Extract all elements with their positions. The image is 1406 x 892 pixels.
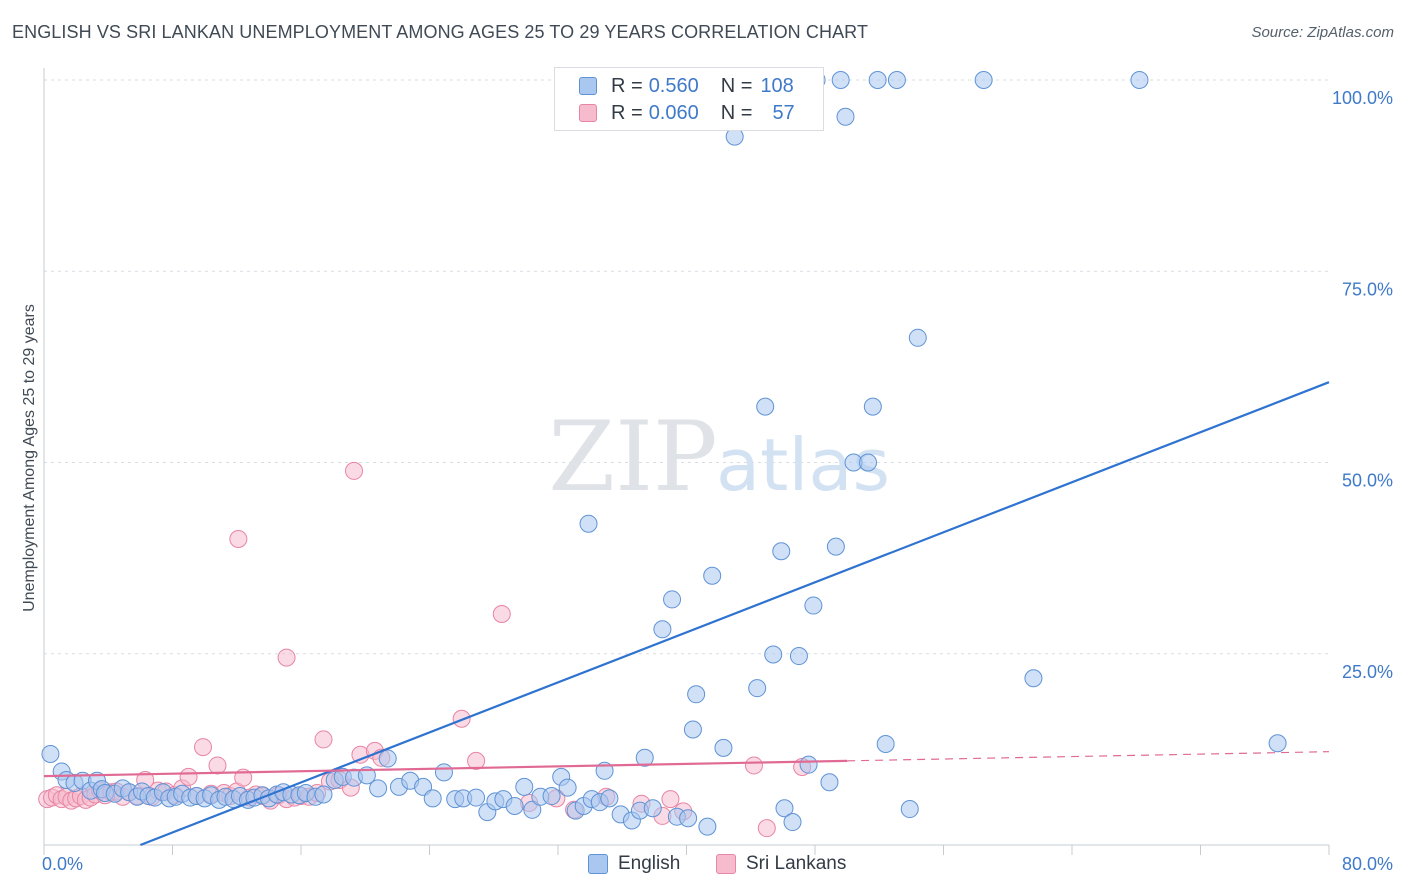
english-point <box>423 789 442 808</box>
english-point <box>908 328 927 347</box>
english-point <box>783 813 802 832</box>
y-tick-label: 75.0% <box>1342 279 1393 299</box>
english-point <box>863 397 882 416</box>
english-point <box>764 645 783 664</box>
english-point <box>505 796 524 815</box>
bottom-legend-srilankan-label: Sri Lankans <box>746 853 847 874</box>
srilankan-point <box>744 756 763 775</box>
english-point <box>1130 71 1149 89</box>
srilankan-point <box>757 819 776 838</box>
english-point <box>687 685 706 704</box>
english-point <box>414 777 433 796</box>
srilankan-point <box>208 756 227 775</box>
srilankan-n-label: N = <box>720 101 753 124</box>
english-point <box>974 71 993 89</box>
y-tick-label: 50.0% <box>1342 471 1393 491</box>
english-point <box>515 777 534 796</box>
english-point <box>887 71 906 89</box>
srilankan-r-value: 0.060 <box>648 101 699 124</box>
srilankan-swatch <box>579 104 597 122</box>
english-n-label: N = <box>720 74 753 97</box>
chart-title: ENGLISH VS SRI LANKAN UNEMPLOYMENT AMONG… <box>12 22 869 42</box>
english-point <box>772 542 791 561</box>
english-point <box>799 755 818 774</box>
english-point <box>868 71 887 89</box>
english-point <box>789 647 808 666</box>
english-point <box>558 778 577 797</box>
srilankan-n-value: 57 <box>772 101 795 124</box>
english-trend-line <box>139 381 1330 847</box>
english-point <box>314 785 333 804</box>
english-point <box>900 800 919 819</box>
srilankan-point <box>229 530 248 548</box>
english-point <box>836 107 855 126</box>
source-label: Source: ZipAtlas.com <box>1251 24 1394 41</box>
english-point <box>683 720 702 739</box>
english-point <box>434 763 453 782</box>
english-point <box>859 453 878 472</box>
legend-row-english: R = 0.560 N = 108 <box>579 74 794 98</box>
legend-row-srilankan: R = 0.060 N = 57 <box>579 101 795 125</box>
english-point <box>820 773 839 792</box>
english-point <box>714 738 733 757</box>
srilankan-trend-line-extension <box>847 751 1330 762</box>
srilankan-r-label: R = <box>611 101 643 124</box>
srilankan-point <box>467 751 486 770</box>
english-point <box>653 620 672 639</box>
english-point <box>600 789 619 808</box>
stats-legend: R = 0.560 N = 108 R = 0.060 N = 57 <box>554 67 824 131</box>
srilankan-point <box>277 648 296 667</box>
english-point <box>378 749 397 768</box>
srilankan-swatch <box>716 854 736 874</box>
x-tick-label: 80.0% <box>1342 854 1393 874</box>
y-tick-label: 100.0% <box>1332 88 1393 108</box>
english-point <box>679 809 698 828</box>
english-swatch <box>579 77 597 95</box>
english-point <box>523 800 542 819</box>
x-tick-label: 0.0% <box>42 854 83 874</box>
english-point <box>756 397 775 416</box>
english-r-value: 0.560 <box>648 74 699 97</box>
bottom-legend-english: English <box>588 852 680 876</box>
srilankan-point <box>661 790 680 809</box>
english-point <box>41 744 60 763</box>
english-point <box>467 788 486 807</box>
english-point <box>876 735 895 754</box>
english-point <box>369 779 388 798</box>
english-point <box>542 787 561 806</box>
english-point <box>748 679 767 698</box>
srilankan-point <box>194 738 213 757</box>
english-swatch <box>588 854 608 874</box>
bottom-legend-srilankan: Sri Lankans <box>716 852 846 876</box>
tick-labels: 100.0% 75.0% 50.0% 25.0% 0.0% 80.0% <box>42 88 1393 874</box>
bottom-legend-english-label: English <box>618 853 681 874</box>
srilankan-point <box>345 461 364 480</box>
srilankan-point <box>179 767 198 786</box>
english-point <box>635 748 654 767</box>
grid <box>44 79 1329 655</box>
english-point <box>698 817 717 836</box>
y-tick-label: 25.0% <box>1342 662 1393 682</box>
axes <box>43 68 1330 855</box>
trend-lines <box>43 381 1330 847</box>
english-point <box>1024 669 1043 688</box>
srilankan-point <box>492 604 511 623</box>
english-point <box>1268 734 1287 753</box>
watermark-zip: ZIP <box>548 401 717 513</box>
english-point <box>775 799 794 818</box>
english-r-label: R = <box>611 74 643 97</box>
english-point <box>831 71 850 89</box>
watermark: ZIP atlas <box>548 401 890 513</box>
english-point <box>826 537 845 556</box>
srilankan-trend-line <box>43 759 848 778</box>
english-point <box>643 799 662 818</box>
english-point <box>703 566 722 585</box>
srilankan-point <box>314 730 333 749</box>
english-point <box>804 596 823 615</box>
english-points <box>41 71 1287 836</box>
english-n-value: 108 <box>760 74 794 97</box>
english-point <box>663 590 682 609</box>
english-point <box>579 514 598 533</box>
